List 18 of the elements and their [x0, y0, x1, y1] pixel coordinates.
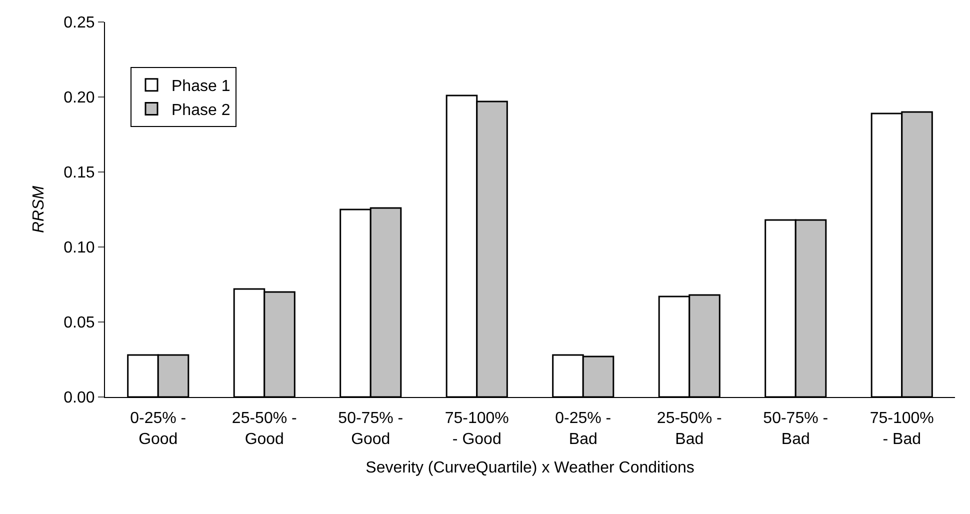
- y-tick-label: 0.05: [64, 314, 95, 332]
- legend-label: Phase 1: [172, 78, 230, 96]
- y-tick-label: 0.15: [64, 164, 95, 182]
- y-tick-label: 0.20: [64, 90, 95, 107]
- y-tick-label: 0.00: [64, 390, 95, 407]
- legend-label: Phase 2: [172, 102, 230, 119]
- y-tick-label: 0.25: [64, 14, 95, 32]
- x-tick-label: 0-25% - Bad: [555, 410, 612, 448]
- x-tick-label: 25-50% - Bad: [656, 410, 722, 448]
- y-axis-title: RRSM: [30, 185, 48, 234]
- x-tick-label: 0-25% - Good: [130, 410, 186, 448]
- y-tick-label: 0.10: [64, 240, 95, 257]
- x-tick-label: 50-75% - Bad: [763, 410, 828, 448]
- x-tick-label: 25-50% - Good: [232, 410, 297, 448]
- x-tick-label: 75-100% - Bad: [870, 410, 934, 448]
- x-tick-label: 75-100% - Good: [444, 410, 509, 448]
- x-tick-label: 50-75% - Good: [338, 410, 404, 448]
- x-axis-title: Severity (CurveQuartile) x Weather Conditions: [366, 460, 694, 477]
